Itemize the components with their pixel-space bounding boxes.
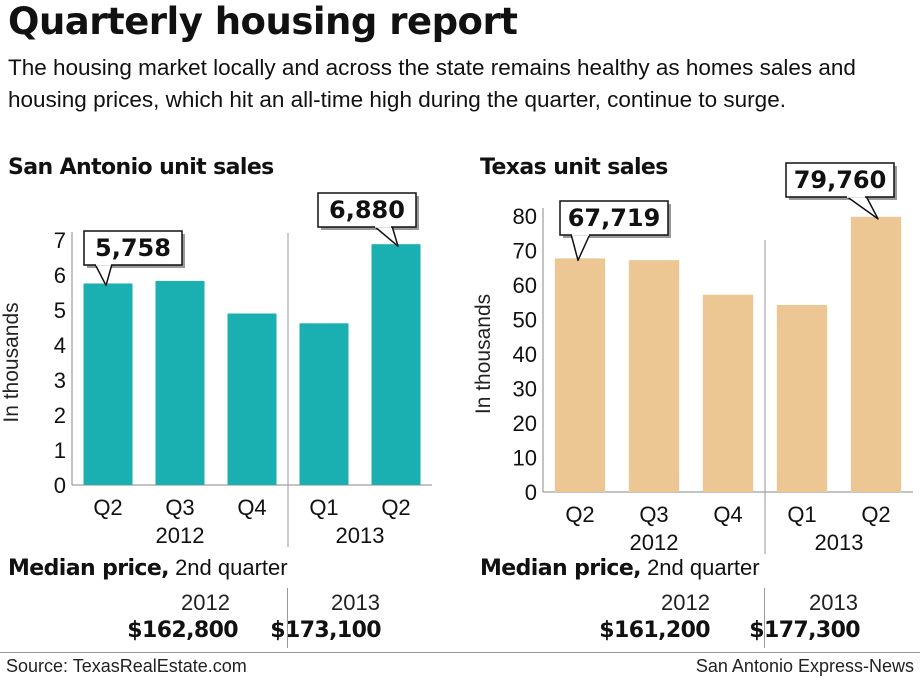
- median-year-2013-san-antonio: 2013: [331, 590, 380, 615]
- value-callout: 5,758: [83, 230, 185, 287]
- median-price-2012-texas: $161,200: [599, 618, 710, 643]
- callout-box: [559, 200, 669, 236]
- median-price-2013-san-antonio: $173,100: [270, 618, 381, 643]
- y-axis-label: In thousands: [472, 294, 495, 414]
- y-axis-label: In thousands: [0, 302, 23, 422]
- bar: [371, 244, 421, 485]
- x-tick-label: Q3: [165, 495, 194, 520]
- median-price-label: Median price,: [8, 556, 170, 581]
- bar: [299, 323, 349, 485]
- y-tick-label: 40: [513, 342, 537, 367]
- bar: [227, 313, 277, 485]
- median-year-2012-san-antonio: 2012: [181, 590, 230, 615]
- median-price-label: Median price,: [480, 556, 642, 581]
- bar: [850, 216, 902, 492]
- bar: [702, 294, 754, 492]
- chart-title-san-antonio: San Antonio unit sales: [8, 155, 274, 180]
- median-price-heading-texas: Median price, 2nd quarter: [480, 555, 760, 581]
- callout-pointer: [570, 233, 591, 262]
- callout-label: 5,758: [95, 234, 171, 262]
- y-tick-label: 6: [54, 263, 66, 288]
- bar: [83, 283, 133, 485]
- y-tick-label: 50: [513, 308, 537, 333]
- y-tick-label: 0: [54, 473, 66, 498]
- callout-box: [785, 162, 895, 198]
- x-tick-label: Q2: [565, 502, 594, 527]
- y-tick-label: 3: [54, 368, 66, 393]
- footer-rule: [0, 652, 920, 653]
- year-group-label: 2013: [815, 530, 864, 555]
- source-credit: Source: TexasRealEstate.com: [6, 656, 247, 676]
- y-tick-label: 60: [513, 273, 537, 298]
- y-tick-label: 20: [513, 411, 537, 436]
- y-tick-label: 4: [54, 333, 66, 358]
- chart-title-texas: Texas unit sales: [480, 155, 668, 180]
- san-antonio-unit-sales-chart: 0 1 2 3 4 5 6 7 In thousands Q2 Q3 Q4 Q1 Q2 2012 2013 5,…: [0, 192, 432, 548]
- median-price-2012-san-antonio: $162,800: [127, 618, 238, 643]
- y-tick-label: 10: [513, 446, 537, 471]
- year-group-label: 2012: [630, 530, 679, 555]
- value-callout: 67,719: [559, 200, 671, 262]
- y-tick-label: 7: [54, 228, 66, 253]
- page-description: The housing market locally and across th…: [8, 55, 856, 112]
- y-tick-label: 30: [513, 377, 537, 402]
- callout-box: [317, 192, 417, 228]
- x-tick-label: Q1: [309, 495, 338, 520]
- x-tick-label: Q2: [861, 502, 890, 527]
- x-tick-label: Q1: [787, 502, 816, 527]
- x-tick-label: Q4: [237, 495, 266, 520]
- year-group-label: 2013: [336, 523, 385, 548]
- median-price-heading-san-antonio: Median price, 2nd quarter: [8, 555, 288, 581]
- y-tick-label: 80: [513, 204, 537, 229]
- x-tick-label: Q3: [639, 502, 668, 527]
- bar: [776, 305, 828, 492]
- y-tick-label: 5: [54, 298, 66, 323]
- median-year-2012-texas: 2012: [661, 590, 710, 615]
- y-tick-label: 0: [525, 480, 537, 505]
- texas-unit-sales-chart: 0 10 20 30 40 50 60 70 80 In thousands Q2 Q3 Q4 Q1 Q2 2…: [472, 162, 913, 555]
- median-price-quarter: 2nd quarter: [647, 555, 760, 580]
- median-year-2013-texas: 2013: [809, 590, 858, 615]
- value-callout: 79,760: [785, 162, 897, 220]
- callout-label: 6,880: [329, 196, 405, 224]
- year-group-label: 2012: [156, 523, 205, 548]
- callout-label: 67,719: [568, 204, 661, 232]
- y-tick-label: 70: [513, 239, 537, 264]
- y-tick-label: 1: [54, 438, 66, 463]
- median-divider-san-antonio: [287, 588, 288, 648]
- callout-box: [83, 230, 183, 266]
- x-tick-label: Q2: [381, 495, 410, 520]
- median-price-quarter: 2nd quarter: [175, 555, 288, 580]
- bar: [554, 258, 606, 492]
- x-tick-label: Q2: [93, 495, 122, 520]
- publisher-credit: San Antonio Express-News: [695, 656, 914, 676]
- bar: [628, 260, 680, 492]
- page-title: Quarterly housing report: [8, 0, 518, 43]
- x-tick-label: Q4: [713, 502, 742, 527]
- callout-label: 79,760: [794, 166, 887, 194]
- median-price-2013-texas: $177,300: [749, 618, 860, 643]
- bar: [155, 280, 205, 485]
- median-divider-texas: [764, 588, 765, 648]
- value-callout: 6,880: [317, 192, 419, 247]
- y-tick-label: 2: [54, 403, 66, 428]
